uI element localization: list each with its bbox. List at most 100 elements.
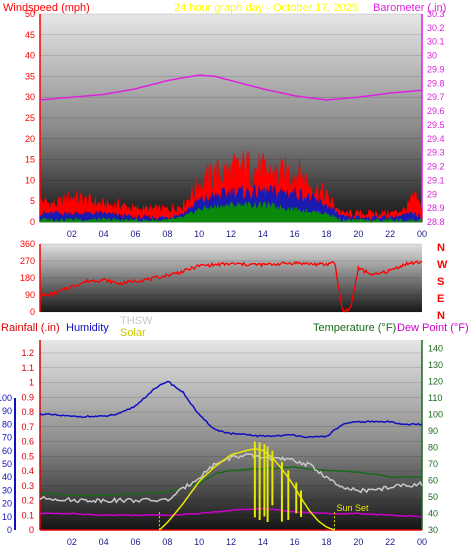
rainfall-y-tick-label: 0.4 <box>21 466 34 476</box>
temperature-y-tick-label: 110 <box>428 393 442 403</box>
wind-y-tick-label: 20 <box>25 134 35 144</box>
weather-x-tick-label: 12 <box>226 537 236 547</box>
thsw-legend: THSW <box>120 315 153 327</box>
wind-panel: 0 5 10 15 20 25 30 35 40 45 50 28.8 28.9 29 29.1 29.2 29… <box>25 9 445 239</box>
wind-x-tick-label: 18 <box>321 229 331 239</box>
wind-y-tick-label: 40 <box>25 51 35 61</box>
rainfall-y-tick-label: 0.1 <box>21 510 34 520</box>
wind-low-series <box>39 200 423 223</box>
wind-x-tick-label: 14 <box>258 229 268 239</box>
barometer-y-tick-label: 28.8 <box>427 217 445 227</box>
humidity-series <box>39 380 423 439</box>
compass-label: W <box>437 259 448 271</box>
humidity-y-tick-label: 0 <box>7 525 12 535</box>
weather-x-tick-label: 18 <box>321 537 331 547</box>
dewpoint-series <box>40 507 423 518</box>
direction-y-tick-label: 90 <box>25 290 35 300</box>
temperature-y-tick-label: 100 <box>428 409 443 419</box>
weather-x-tick-label: 08 <box>162 537 172 547</box>
humidity-axis-title: Humidity <box>66 322 109 334</box>
solar-legend: Solar <box>120 327 146 339</box>
direction-panel-bg <box>40 244 422 312</box>
rainfall-y-tick-label: 0.5 <box>21 451 34 461</box>
humidity-y-tick-label: 90 <box>2 406 12 416</box>
rainfall-y-tick-label: 0.2 <box>21 496 34 506</box>
barometer-y-tick-label: 30.2 <box>427 23 445 33</box>
temperature-y-tick-label: 60 <box>428 475 438 485</box>
wind-x-tick-label: 06 <box>130 229 140 239</box>
wind-x-tick-label: 22 <box>385 229 395 239</box>
barometer-y-tick-label: 28.9 <box>427 203 445 213</box>
compass-label: S <box>437 276 444 288</box>
weather-x-tick-label: 02 <box>67 537 77 547</box>
rainfall-y-tick-label: 1 <box>29 378 34 388</box>
temperature-y-tick-label: 30 <box>428 525 438 535</box>
wind-gust-series <box>39 150 423 223</box>
temperature-y-tick-label: 140 <box>428 343 443 353</box>
rainfall-y-tick-label: 0.9 <box>21 392 34 402</box>
barometer-axis-title: Barometer (.in) <box>373 2 446 14</box>
windspeed-axis-title: Windspeed (mph) <box>3 2 90 14</box>
rainfall-y-tick-label: 0.3 <box>21 481 34 491</box>
barometer-y-tick-label: 29.4 <box>427 134 445 144</box>
barometer-series <box>39 74 423 101</box>
wind-x-tick-label: 08 <box>162 229 172 239</box>
weather-x-tick-label: 16 <box>290 537 300 547</box>
barometer-y-tick-label: 29.3 <box>427 148 445 158</box>
temperature-y-tick-label: 120 <box>428 376 443 386</box>
humidity-y-tick-label: 10 <box>2 512 12 522</box>
temperature-y-tick-label: 70 <box>428 459 438 469</box>
chart-date-title: 24 hour graph day - October 17, 2025 <box>174 2 358 14</box>
wind-y-tick-label: 30 <box>25 92 35 102</box>
rainfall-y-tick-label: 1.1 <box>21 363 34 373</box>
temperature-series <box>39 466 423 497</box>
weather-x-tick-label: 10 <box>194 537 204 547</box>
barometer-y-tick-label: 30.1 <box>427 37 445 47</box>
humidity-y-tick-label: 20 <box>2 499 12 509</box>
weather-x-tick-label: 20 <box>353 537 363 547</box>
barometer-y-tick-label: 29.8 <box>427 78 445 88</box>
wind-y-tick-label: 15 <box>25 155 35 165</box>
temperature-y-tick-label: 40 <box>428 508 438 518</box>
wind-y-tick-label: 50 <box>25 9 35 19</box>
compass-label: N <box>437 310 445 322</box>
barometer-y-tick-label: 29.9 <box>427 64 445 74</box>
wind-y-tick-label: 25 <box>25 113 35 123</box>
wind-direction-series <box>39 260 423 313</box>
weather-x-tick-label: 14 <box>258 537 268 547</box>
temperature-y-tick-label: 130 <box>428 360 443 370</box>
wind-y-tick-label: 45 <box>25 30 35 40</box>
barometer-y-tick-label: 29.2 <box>427 162 445 172</box>
temperature-y-tick-label: 50 <box>428 492 438 502</box>
wind-x-tick-label: 20 <box>353 229 363 239</box>
humidity-y-tick-label: 70 <box>2 433 12 443</box>
solar-series <box>158 448 335 531</box>
rainfall-y-tick-label: 0.6 <box>21 437 34 447</box>
direction-y-tick-label: 0 <box>30 307 35 317</box>
wind-y-tick-label: 5 <box>30 196 35 206</box>
rainfall-axis-title: Rainfall (.in) <box>1 322 60 334</box>
sunset-annotation: Sun Set <box>336 503 369 513</box>
rainfall-y-tick-label: 0 <box>29 525 34 535</box>
humidity-y-tick-label: 40 <box>2 472 12 482</box>
direction-y-tick-label: 360 <box>20 239 35 249</box>
humidity-y-tick-label: 30 <box>2 485 12 495</box>
humidity-y-tick-label: 60 <box>2 446 12 456</box>
direction-y-tick-label: 180 <box>20 273 35 283</box>
weather-x-tick-label: 06 <box>130 537 140 547</box>
weather-panel: 0 0.1 0.2 0.3 0.4 0.5 0.6 0.7 0.8 0.9 1 1.1 1.2 0 10 20… <box>0 340 443 547</box>
temperature-y-tick-label: 80 <box>428 442 438 452</box>
wind-x-tick-label: 02 <box>67 229 77 239</box>
barometer-y-tick-label: 29.1 <box>427 175 445 185</box>
wind-y-tick-label: 35 <box>25 71 35 81</box>
compass-label: N <box>437 242 445 254</box>
rainfall-y-tick-label: 0.7 <box>21 422 34 432</box>
humidity-y-tick-label: 50 <box>2 459 12 469</box>
dewpoint-axis-title: Dew Point (°F) <box>397 322 468 334</box>
weather-x-tick-label: 22 <box>385 537 395 547</box>
barometer-y-tick-label: 29.5 <box>427 120 445 130</box>
humidity-y-tick-label: 100 <box>0 393 12 403</box>
wind-x-tick-label: 10 <box>194 229 204 239</box>
